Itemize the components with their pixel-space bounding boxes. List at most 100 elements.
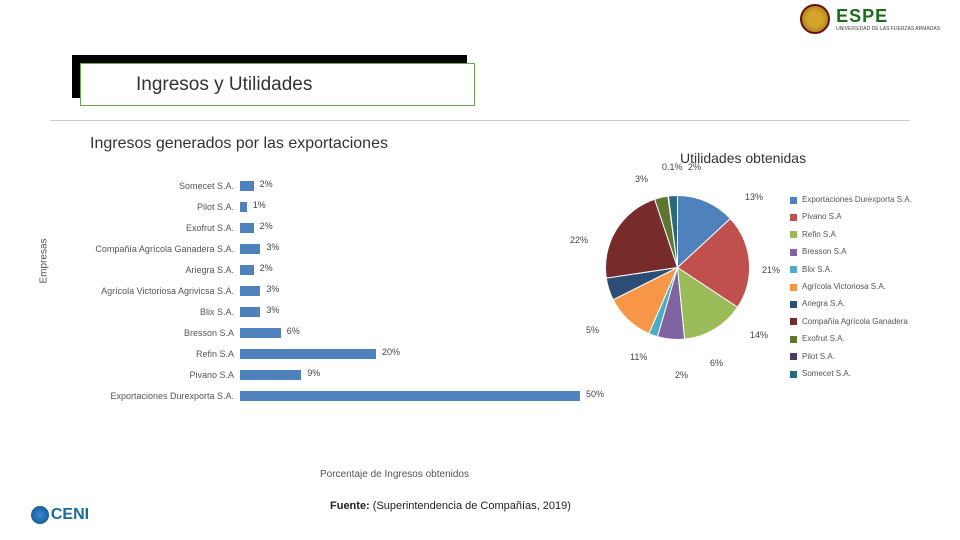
bar-label: Pivano S.A (50, 370, 240, 380)
legend-swatch (790, 318, 797, 325)
legend-label: Exportaciones Durexporta S.A. (802, 195, 912, 205)
source-citation: Fuente: (Superintendencia de Compañías, … (330, 500, 571, 512)
bar-chart: Empresas Somecet S.A.2%Pilot S.A.1%Exofr… (50, 175, 590, 460)
bar-track: 3% (240, 286, 580, 296)
bar-value: 9% (307, 368, 320, 378)
bar-row: Bresson S.A6% (50, 322, 590, 343)
bar-label: Exofrut S.A. (50, 223, 240, 233)
bar-track: 2% (240, 223, 580, 233)
bar-label: Blix S.A. (50, 307, 240, 317)
bar-track: 6% (240, 328, 580, 338)
espe-logo-text: ESPE UNIVERSIDAD DE LAS FUERZAS ARMADAS (836, 6, 940, 32)
bar-track: 9% (240, 370, 580, 380)
legend-label: Ariegra S.A. (802, 299, 845, 309)
legend-label: Refin S.A (802, 230, 836, 240)
legend-label: Agrícola Victoriosa S.A. (802, 282, 886, 292)
bar-row: Refin S.A 20% (50, 343, 590, 364)
page-title-box: Ingresos y Utilidades (80, 63, 475, 106)
pie-slice-label: 0.1% (662, 162, 683, 172)
pie-slice-label: 2% (675, 370, 688, 380)
legend-item: Pivano S.A (790, 212, 945, 222)
legend-item: Exportaciones Durexporta S.A. (790, 195, 945, 205)
bar-label: Refin S.A (50, 349, 240, 359)
bar-track: 2% (240, 265, 580, 275)
bar-fill (240, 370, 301, 380)
bar-track: 50% (240, 391, 580, 401)
bar-value: 3% (266, 305, 279, 315)
bar-fill (240, 202, 247, 212)
bar-label: Pilot S.A. (50, 202, 240, 212)
legend-label: Blix S.A. (802, 265, 832, 275)
pie-svg (590, 180, 765, 355)
y-axis-label: Empresas (39, 238, 50, 283)
globe-icon (31, 506, 49, 524)
bar-row: Somecet S.A.2% (50, 175, 590, 196)
bar-value: 2% (260, 263, 273, 273)
source-text: (Superintendencia de Compañías, 2019) (373, 500, 571, 512)
bar-value: 20% (382, 347, 400, 357)
legend-item: Bresson S.A (790, 247, 945, 257)
pie-slice-label: 11% (630, 352, 647, 362)
legend-item: Ariegra S.A. (790, 299, 945, 309)
pie-chart: 0.1%2%3%13%22%21%5%11%14%6%2% (590, 180, 765, 355)
legend-item: Refin S.A (790, 230, 945, 240)
bar-row: Pivano S.A 9% (50, 364, 590, 385)
legend-item: Agrícola Victoriosa S.A. (790, 282, 945, 292)
espe-logo: ESPE UNIVERSIDAD DE LAS FUERZAS ARMADAS (800, 4, 940, 34)
bar-value: 50% (586, 389, 604, 399)
bar-track: 1% (240, 202, 580, 212)
legend-item: Pilot S.A. (790, 352, 945, 362)
ceni-logo: CENI (20, 497, 100, 532)
legend-item: Somecet S.A. (790, 369, 945, 379)
bar-fill (240, 244, 260, 254)
bar-fill (240, 391, 580, 401)
pie-slice-label: 2% (688, 162, 701, 172)
bar-label: Ariegra S.A. (50, 265, 240, 275)
legend-label: Somecet S.A. (802, 369, 851, 379)
pie-slice-label: 13% (745, 192, 763, 202)
bar-track: 20% (240, 349, 580, 359)
legend-swatch (790, 214, 797, 221)
source-prefix: Fuente: (330, 500, 370, 512)
bar-fill (240, 349, 376, 359)
bar-fill (240, 307, 260, 317)
pie-slice-label: 22% (570, 235, 588, 245)
bar-value: 3% (266, 284, 279, 294)
legend-swatch (790, 284, 797, 291)
legend-label: Compañía Agrícola Ganadera (802, 317, 908, 327)
bar-value: 2% (260, 179, 273, 189)
bar-row: Compañía Agrícola Ganadera S.A. 3% (50, 238, 590, 259)
legend-swatch (790, 249, 797, 256)
bar-fill (240, 328, 281, 338)
pie-slice-label: 14% (750, 330, 768, 340)
bar-row: Blix S.A. 3% (50, 301, 590, 322)
espe-crest-icon (800, 4, 830, 34)
legend-item: Compañía Agrícola Ganadera (790, 317, 945, 327)
pie-slice-label: 21% (762, 265, 780, 275)
legend-swatch (790, 231, 797, 238)
bar-value: 6% (287, 326, 300, 336)
divider (50, 120, 910, 121)
bar-row: Exofrut S.A.2% (50, 217, 590, 238)
logo-subtitle: UNIVERSIDAD DE LAS FUERZAS ARMADAS (836, 27, 940, 32)
bar-label: Agrícola Victoriosa Agrivicsa S.A. (50, 286, 240, 296)
bar-row: Agrícola Victoriosa Agrivicsa S.A. 3% (50, 280, 590, 301)
bar-track: 3% (240, 307, 580, 317)
pie-slice-label: 3% (635, 174, 648, 184)
legend-swatch (790, 336, 797, 343)
legend-item: Blix S.A. (790, 265, 945, 275)
barchart-title: Ingresos generados por las exportaciones (90, 135, 388, 153)
pie-slice-label: 5% (586, 325, 599, 335)
legend-swatch (790, 371, 797, 378)
bar-fill (240, 223, 254, 233)
bar-label: Compañía Agrícola Ganadera S.A. (50, 244, 240, 254)
bar-fill (240, 286, 260, 296)
logo-acronym: ESPE (836, 6, 940, 27)
bar-label: Exportaciones Durexporta S.A. (50, 391, 240, 401)
legend-swatch (790, 301, 797, 308)
pie-slice-label: 6% (710, 358, 723, 368)
footer-logo-text: CENI (51, 506, 89, 524)
pie-legend: Exportaciones Durexporta S.A. Pivano S.A R… (790, 195, 945, 386)
legend-item: Exofrut S.A. (790, 334, 945, 344)
bar-value: 3% (266, 242, 279, 252)
